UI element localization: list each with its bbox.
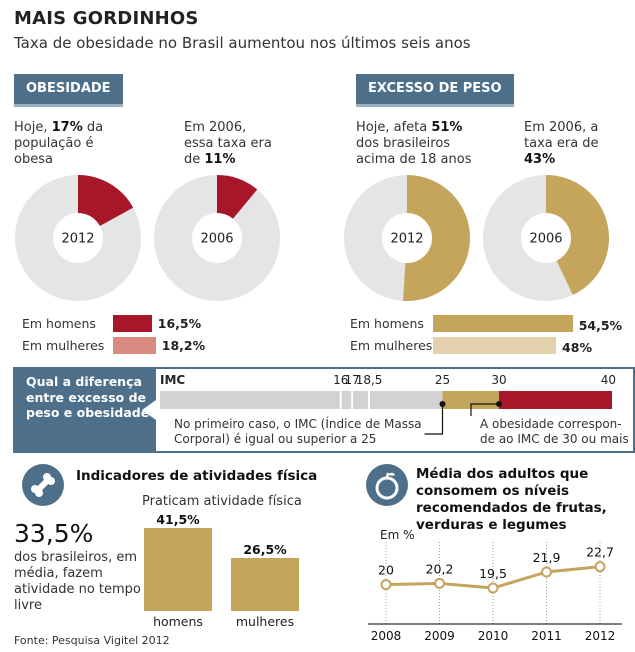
obesity-2006-hole [192, 213, 242, 263]
overweight-2006-center-label: 2006 [529, 232, 562, 247]
obesity-legend-label: Em mulheres [22, 338, 105, 353]
activity-title: Indicadores de atividades física [76, 468, 318, 484]
activity-bar-label: homens [153, 614, 203, 629]
page-title: MAIS GORDINHOS [14, 8, 199, 29]
fruits-line-chart: 20 2008 20,2 2009 19,5 2010 21,9 2011 22,7 2012 [368, 542, 622, 643]
imc-tick-labels: 16 17 18,5 25 30 40 [0, 373, 635, 389]
obesity-legend-bar [113, 337, 156, 354]
obesity-legend-bar [113, 315, 152, 332]
imc-segment-0 [160, 391, 443, 409]
fruits-value-label: 21,9 [533, 550, 561, 565]
fruits-point [594, 561, 606, 573]
obesity-2012-hole [53, 213, 103, 263]
fruits-x-tick-label: 2010 [478, 629, 509, 643]
activity-bar-mulheres [231, 558, 299, 611]
activity-bar-label: mulheres [236, 614, 294, 629]
obesity-2012-desc: Hoje, 17% da população é obesa [14, 120, 104, 167]
overweight-2012-slice-main [403, 174, 471, 301]
imc-scale [160, 391, 612, 435]
overweight-2006-donut: 2006 [483, 175, 610, 301]
fruits-x-tick-label: 2008 [371, 629, 402, 643]
overweight-legend-value: 54,5% [578, 318, 623, 333]
activity-big-desc: dos brasileiros, em média, fazem ativida… [14, 550, 141, 613]
overweight-2012-hole [382, 213, 432, 263]
fruits-point [434, 577, 445, 589]
activity-bar-chart: 41,5% homens 26,5% mulheres [144, 512, 299, 629]
obesity-2006-desc: Em 2006, essa taxa era de 11% [184, 120, 272, 167]
fruits-value-label: 20 [378, 563, 394, 578]
obesity-2006-donut: 2006 [154, 175, 280, 301]
imc-connector-25 [424, 404, 444, 435]
overweight-legend-value: 48% [562, 340, 592, 355]
imc-dot-30 [496, 401, 502, 407]
fruits-x-tick-label: 2012 [585, 629, 616, 643]
imc-connector-30 [470, 403, 499, 416]
imc-label: IMC [160, 373, 186, 387]
obesity-2006-center-label: 2006 [200, 232, 233, 247]
obesity-legend-label: Em homens [22, 316, 96, 331]
activity-bar-title: Praticam atividade física [142, 494, 302, 509]
overweight-legend-label: Em homens [350, 316, 424, 331]
fruits-point [541, 566, 552, 578]
activity-bar-value: 26,5% [243, 542, 287, 557]
obesity-tag: OBESIDADE [14, 74, 123, 107]
imc-segment-2 [499, 391, 612, 409]
activity-bar-homens [144, 528, 212, 611]
overweight-legend-label: Em mulheres [350, 338, 433, 353]
overweight-2006-hole [521, 213, 571, 263]
imc-tick-label: 18,5 [355, 373, 383, 387]
obesity-legend-value: 16,5% [157, 316, 202, 331]
bone-icon [22, 464, 64, 506]
fruits-x-tick-label: 2009 [424, 629, 455, 643]
overweight-2012-center-label: 2012 [390, 232, 423, 247]
imc-tick-label: 16 [333, 373, 349, 387]
activity-big-value: 33,5% [14, 519, 94, 548]
fruits-point [487, 582, 499, 594]
overweight-tag: EXCESSO DE PESO [356, 74, 514, 107]
activity-bar-value: 41,5% [156, 512, 200, 527]
imc-tick-label: 30 [491, 373, 507, 387]
obesity-legend-value: 18,2% [161, 338, 206, 353]
overweight-2012-donut: 2012 [344, 174, 471, 301]
fruits-point [380, 579, 392, 591]
imc-dot-25 [439, 401, 446, 407]
overweight-legend-bar [433, 337, 557, 354]
apple-icon [366, 464, 408, 506]
obesity-2012-donut: 2012 [15, 175, 141, 301]
imc-tick-label: 25 [434, 373, 451, 387]
imc-question: Qual a diferença entre excesso de peso e… [26, 374, 150, 420]
fruits-unit: Em % [380, 528, 415, 542]
imc-note-overweight: No primeiro caso, o IMC (Índice de Massa… [174, 417, 422, 446]
fruits-value-label: 19,5 [479, 566, 507, 581]
source-note: Fonte: Pesquisa Vigitel 2012 [14, 634, 170, 647]
donut-charts: 2012 2006 2012 2006 [15, 174, 610, 301]
overweight-legend-bar [433, 315, 573, 332]
fruits-value-label: 22,7 [586, 545, 614, 560]
fruits-title: Média dos adultos que consomem os níveis… [416, 466, 607, 533]
fruits-value-label: 20,2 [426, 561, 454, 576]
imc-tick-label: 40 [600, 373, 616, 387]
imc-panel [13, 367, 635, 453]
page-subtitle: Taxa de obesidade no Brasil aumentou nos… [14, 34, 471, 52]
overweight-2006-desc: Em 2006, a taxa era de 43% [524, 120, 599, 167]
imc-note-obesity: A obesidade correspon- de ao IMC de 30 o… [480, 417, 629, 446]
overweight-2012-desc: Hoje, afeta 51% dos brasileiros acima de… [356, 120, 472, 167]
overweight-2006-slice-main [546, 175, 610, 296]
obesity-2012-center-label: 2012 [61, 232, 94, 247]
imc-question-shape [14, 368, 156, 452]
imc-tick-label: 17 [344, 373, 360, 387]
fruits-x-tick-label: 2011 [531, 629, 562, 643]
